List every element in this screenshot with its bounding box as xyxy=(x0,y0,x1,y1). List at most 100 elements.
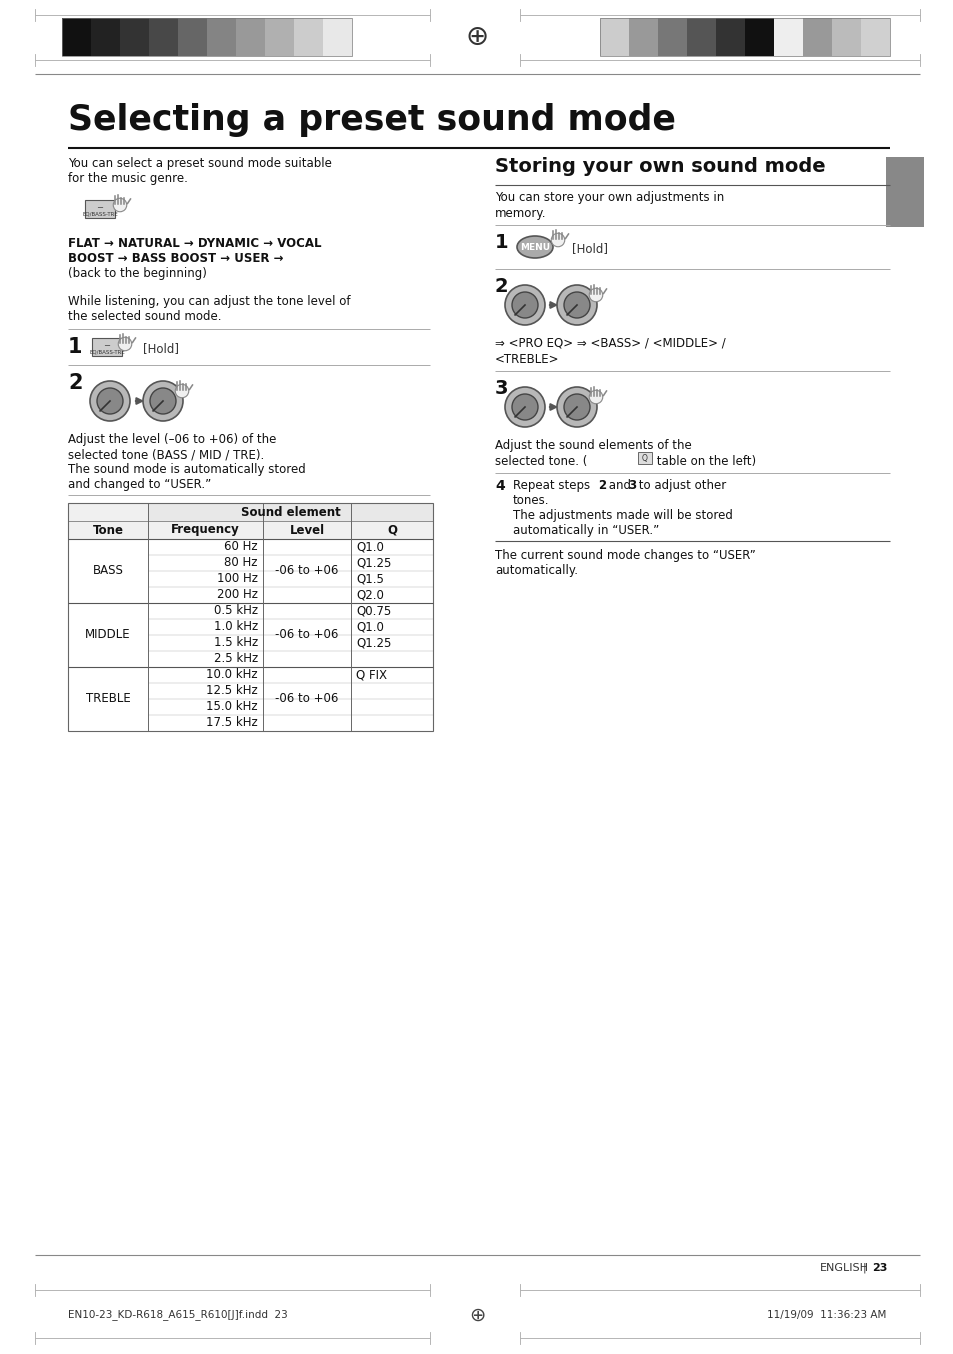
Text: memory.: memory. xyxy=(495,207,546,219)
Bar xyxy=(120,18,149,56)
Circle shape xyxy=(143,380,183,421)
Text: Q1.5: Q1.5 xyxy=(355,573,383,585)
Text: -06 to +06: -06 to +06 xyxy=(275,628,338,642)
Circle shape xyxy=(512,394,537,420)
Text: Q1.0: Q1.0 xyxy=(355,540,383,554)
Text: the selected sound mode.: the selected sound mode. xyxy=(68,310,221,324)
Text: to adjust other: to adjust other xyxy=(635,479,725,492)
Text: Tone: Tone xyxy=(92,524,123,536)
Text: MIDDLE: MIDDLE xyxy=(85,628,131,642)
Text: TREBLE: TREBLE xyxy=(86,692,131,705)
Bar xyxy=(148,502,433,521)
Bar xyxy=(62,18,352,56)
Text: 2: 2 xyxy=(598,479,605,492)
Bar xyxy=(831,18,861,56)
Circle shape xyxy=(118,337,132,351)
Text: 10.0 kHz: 10.0 kHz xyxy=(206,669,257,681)
Text: 1: 1 xyxy=(68,337,82,357)
Text: 15.0 kHz: 15.0 kHz xyxy=(206,700,257,714)
Text: ─: ─ xyxy=(105,340,110,349)
Text: [Hold]: [Hold] xyxy=(143,343,179,356)
Text: Repeat steps: Repeat steps xyxy=(513,479,594,492)
Text: Adjust the sound elements of the: Adjust the sound elements of the xyxy=(495,439,691,452)
Text: |: | xyxy=(862,1263,865,1273)
Bar xyxy=(68,502,433,731)
Text: 80 Hz: 80 Hz xyxy=(224,556,257,570)
Circle shape xyxy=(113,198,127,211)
Text: The adjustments made will be stored: The adjustments made will be stored xyxy=(513,509,732,523)
Text: ⊕: ⊕ xyxy=(468,1305,485,1324)
Bar xyxy=(628,18,658,56)
Circle shape xyxy=(504,387,544,427)
Text: 3: 3 xyxy=(495,379,508,398)
Bar xyxy=(91,338,122,356)
Text: 11/19/09  11:36:23 AM: 11/19/09 11:36:23 AM xyxy=(766,1311,885,1320)
Circle shape xyxy=(150,389,175,414)
Circle shape xyxy=(97,389,123,414)
Text: selected tone. (: selected tone. ( xyxy=(495,455,587,468)
Text: 17.5 kHz: 17.5 kHz xyxy=(206,716,257,730)
Bar xyxy=(68,521,433,539)
Text: tones.: tones. xyxy=(513,494,549,506)
Text: 1.5 kHz: 1.5 kHz xyxy=(213,636,257,650)
Text: 2: 2 xyxy=(495,278,508,297)
Circle shape xyxy=(504,284,544,325)
Bar xyxy=(294,18,323,56)
Text: 100 Hz: 100 Hz xyxy=(216,573,257,585)
Text: -06 to +06: -06 to +06 xyxy=(275,692,338,705)
Text: Q1.25: Q1.25 xyxy=(355,636,391,650)
Text: Q0.75: Q0.75 xyxy=(355,604,391,617)
Circle shape xyxy=(589,390,602,403)
Text: FLAT → NATURAL → DYNAMIC → VOCAL: FLAT → NATURAL → DYNAMIC → VOCAL xyxy=(68,237,321,250)
Text: [Hold]: [Hold] xyxy=(572,242,607,256)
Bar xyxy=(686,18,716,56)
Text: 60 Hz: 60 Hz xyxy=(224,540,257,554)
Text: Q FIX: Q FIX xyxy=(355,669,387,681)
Text: ⊕: ⊕ xyxy=(465,23,488,51)
Text: -06 to +06: -06 to +06 xyxy=(275,565,338,578)
Text: <TREBLE>: <TREBLE> xyxy=(495,353,558,366)
Text: 1: 1 xyxy=(495,233,508,252)
Text: 2: 2 xyxy=(68,372,82,393)
Bar xyxy=(885,157,923,227)
Bar xyxy=(773,18,802,56)
Text: Q2.0: Q2.0 xyxy=(355,589,383,601)
Circle shape xyxy=(551,233,564,246)
Circle shape xyxy=(557,284,597,325)
Circle shape xyxy=(90,380,130,421)
Text: 12.5 kHz: 12.5 kHz xyxy=(206,685,257,697)
Text: Q1.0: Q1.0 xyxy=(355,620,383,634)
Text: Adjust the level (–06 to +06) of the: Adjust the level (–06 to +06) of the xyxy=(68,433,276,445)
Text: Q: Q xyxy=(387,524,396,536)
Bar xyxy=(861,18,889,56)
Text: While listening, you can adjust the tone level of: While listening, you can adjust the tone… xyxy=(68,295,350,307)
Text: and changed to “USER.”: and changed to “USER.” xyxy=(68,478,211,492)
Text: 3: 3 xyxy=(627,479,636,492)
Circle shape xyxy=(563,292,589,318)
Bar xyxy=(178,18,207,56)
Bar xyxy=(68,502,433,521)
Bar xyxy=(599,18,889,56)
Bar xyxy=(149,18,178,56)
Bar xyxy=(235,18,265,56)
Text: Q: Q xyxy=(641,454,647,463)
Text: ENGLISH: ENGLISH xyxy=(820,1263,868,1273)
Bar xyxy=(207,18,235,56)
Text: The sound mode is automatically stored: The sound mode is automatically stored xyxy=(68,463,305,477)
Bar xyxy=(802,18,831,56)
Text: and: and xyxy=(604,479,634,492)
Text: 0.5 kHz: 0.5 kHz xyxy=(213,604,257,617)
Text: The current sound mode changes to “USER”: The current sound mode changes to “USER” xyxy=(495,548,755,562)
Text: ⇒ <PRO EQ> ⇒ <BASS> / <MIDDLE> /: ⇒ <PRO EQ> ⇒ <BASS> / <MIDDLE> / xyxy=(495,337,725,349)
Bar xyxy=(85,200,115,218)
Text: 1.0 kHz: 1.0 kHz xyxy=(213,620,257,634)
Text: EQ/BASS-TRE: EQ/BASS-TRE xyxy=(82,211,118,217)
Text: 200 Hz: 200 Hz xyxy=(216,589,257,601)
Text: ─: ─ xyxy=(97,203,102,211)
Text: Q1.25: Q1.25 xyxy=(355,556,391,570)
Bar xyxy=(744,18,773,56)
Circle shape xyxy=(175,385,189,398)
Text: EN10-23_KD-R618_A615_R610[J]f.indd  23: EN10-23_KD-R618_A615_R610[J]f.indd 23 xyxy=(68,1309,288,1320)
Text: EQ/BASS-TRE: EQ/BASS-TRE xyxy=(89,349,125,355)
Text: You can select a preset sound mode suitable: You can select a preset sound mode suita… xyxy=(68,157,332,171)
